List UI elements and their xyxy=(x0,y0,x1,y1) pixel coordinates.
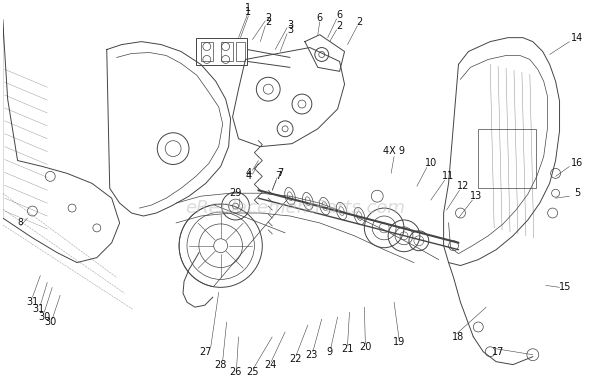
Text: 14: 14 xyxy=(571,33,584,43)
Text: 9: 9 xyxy=(327,347,333,357)
Text: 31: 31 xyxy=(32,304,44,314)
Text: 2: 2 xyxy=(265,17,271,27)
Text: 5: 5 xyxy=(574,188,581,198)
Text: 2: 2 xyxy=(265,13,271,23)
Text: 3: 3 xyxy=(287,20,293,30)
Text: 15: 15 xyxy=(559,282,572,292)
Text: 8: 8 xyxy=(18,218,24,227)
Text: 16: 16 xyxy=(571,158,584,169)
Text: 22: 22 xyxy=(289,354,301,364)
Text: 17: 17 xyxy=(492,347,504,357)
Text: 4: 4 xyxy=(245,172,251,181)
Text: 12: 12 xyxy=(457,181,470,191)
Text: 19: 19 xyxy=(393,337,405,347)
Text: 31: 31 xyxy=(27,297,38,307)
Bar xyxy=(235,41,245,61)
Text: 11: 11 xyxy=(442,172,455,181)
Text: 6: 6 xyxy=(336,10,343,20)
Text: 2: 2 xyxy=(336,21,343,31)
Text: 28: 28 xyxy=(215,360,227,369)
Text: 20: 20 xyxy=(359,342,372,352)
Text: 30: 30 xyxy=(38,312,51,322)
Text: 7: 7 xyxy=(277,169,283,178)
Text: 10: 10 xyxy=(425,158,437,169)
Bar xyxy=(221,41,232,61)
Text: 26: 26 xyxy=(230,366,242,377)
Bar xyxy=(478,129,536,188)
Text: 6: 6 xyxy=(317,13,323,23)
Bar xyxy=(196,38,247,65)
Text: 27: 27 xyxy=(199,347,212,357)
Text: 13: 13 xyxy=(470,191,483,201)
Text: 1: 1 xyxy=(245,7,251,17)
Text: 30: 30 xyxy=(44,317,57,327)
Bar xyxy=(201,41,213,61)
Text: 2: 2 xyxy=(356,17,362,27)
Text: 4X 9: 4X 9 xyxy=(383,146,405,156)
Text: 4: 4 xyxy=(245,169,251,178)
Text: 18: 18 xyxy=(453,332,464,342)
Text: 23: 23 xyxy=(306,350,318,360)
Text: 1: 1 xyxy=(245,3,251,13)
Text: eReplacementParts.com: eReplacementParts.com xyxy=(185,199,405,217)
Text: 21: 21 xyxy=(342,344,353,354)
Text: 24: 24 xyxy=(264,360,277,369)
Text: 25: 25 xyxy=(246,366,258,377)
Text: 29: 29 xyxy=(230,188,242,198)
Text: 3: 3 xyxy=(287,25,293,35)
Text: 7: 7 xyxy=(275,172,281,181)
